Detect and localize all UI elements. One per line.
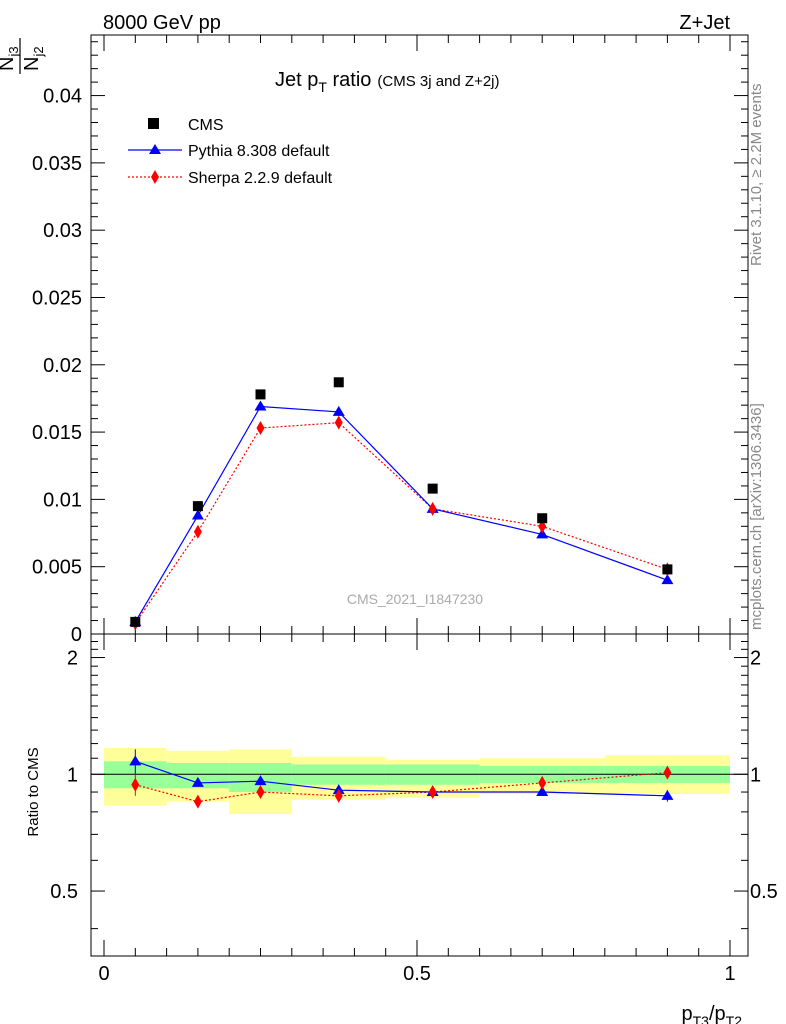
cms-data-point — [255, 389, 266, 400]
sherpa-ratio-point — [428, 785, 437, 800]
legend-label-cms: CMS — [188, 117, 224, 134]
cms-data-point — [130, 616, 141, 627]
main-ytick-label-3: 0.015 — [32, 422, 82, 444]
sherpa-ratio-point — [131, 777, 140, 792]
cms-data-point — [662, 564, 673, 575]
main-ytick-label-1: 0.005 — [32, 557, 82, 579]
ratio-ytick-label-left-1: 1 — [67, 764, 78, 786]
sherpa-ratio-point — [334, 788, 343, 803]
ratio-ytick-label-right-2: 2 — [750, 648, 761, 670]
chart-marks — [129, 377, 674, 809]
sherpa-main-point — [334, 415, 343, 430]
pythia-ratio-point — [536, 786, 549, 797]
cms-data-point — [427, 483, 438, 494]
ylabel-denominator: Nj2 — [21, 46, 46, 71]
pythia-main-line — [134, 405, 668, 623]
pythia-main-point — [191, 509, 204, 520]
pythia-main-point — [254, 400, 267, 411]
ratio-panel-frame — [90, 633, 749, 957]
header-process: Z+Jet — [679, 12, 730, 34]
xtick-label-1: 0.5 — [403, 963, 431, 985]
pythia-ratio-point — [191, 776, 204, 787]
xtick-label-0: 0 — [98, 963, 109, 985]
sherpa-ratio-point — [193, 794, 202, 809]
pythia-ratio-point — [254, 775, 267, 786]
main-ytick-label-7: 0.035 — [32, 153, 82, 175]
sherpa-main-point — [428, 501, 437, 516]
legend-marker-pythia — [149, 144, 161, 154]
legend: CMS Pythia 8.308 default Sherpa 2.2.9 de… — [128, 117, 333, 187]
axes: 0 0.005 0.01 0.015 0.02 0.025 0.03 0.035 0.04 0 0.… — [32, 35, 778, 985]
main-ytick-label-0: 0 — [71, 624, 82, 646]
cms-data-point — [537, 513, 548, 524]
x-axis-label: pT3/pT2 — [682, 1003, 743, 1024]
xtick-label-2: 1 — [724, 963, 735, 985]
header-energy: 8000 GeV pp — [103, 12, 221, 34]
main-ylabel: Nj3 Nj2 — [0, 38, 46, 74]
rivet-version-label: Rivet 3.1.10, ≥ 2.2M events — [748, 84, 765, 267]
ratio-ylabel: Ratio to CMS — [25, 747, 42, 836]
pythia-main-point — [661, 574, 674, 585]
sherpa-ratio-point — [663, 765, 672, 780]
sherpa-main-point — [256, 421, 265, 436]
chart-title: Jet pT ratio (CMS 3j and Z+2j) — [275, 69, 500, 95]
pythia-main-point — [332, 405, 345, 416]
legend-marker-sherpa — [151, 170, 159, 184]
ratio-ytick-label-right-0: 0.5 — [750, 881, 778, 903]
ratio-ytick-label-right-1: 1 — [750, 764, 761, 786]
sherpa-ratio-point — [538, 775, 547, 790]
main-ytick-label-2: 0.01 — [43, 489, 82, 511]
ratio-uncertainty-bands — [91, 747, 748, 814]
main-ytick-label-5: 0.025 — [32, 287, 82, 309]
ratio-ytick-label-left-0: 0.5 — [50, 881, 78, 903]
sherpa-main-point — [193, 524, 202, 539]
cms-data-point — [192, 501, 203, 512]
sherpa-ratio-point — [256, 785, 265, 800]
main-ytick-label-4: 0.02 — [43, 355, 82, 377]
analysis-watermark: CMS_2021_I1847230 — [347, 591, 483, 607]
ratio-ytick-label-left-2: 2 — [67, 648, 78, 670]
main-ytick-label-6: 0.03 — [43, 220, 82, 242]
ylabel-numerator: Nj3 — [0, 46, 21, 71]
cms-data-point — [333, 377, 344, 388]
mcplots-label: mcplots.cern.ch [arXiv:1306.3436] — [748, 403, 765, 630]
main-ytick-label-8: 0.04 — [43, 86, 82, 108]
legend-marker-cms — [148, 118, 159, 129]
legend-label-sherpa: Sherpa 2.2.9 default — [188, 170, 333, 187]
pythia-ratio-point — [129, 755, 142, 766]
legend-label-pythia: Pythia 8.308 default — [188, 143, 330, 160]
pythia-main-point — [536, 528, 549, 539]
pythia-ratio-point — [661, 789, 674, 800]
